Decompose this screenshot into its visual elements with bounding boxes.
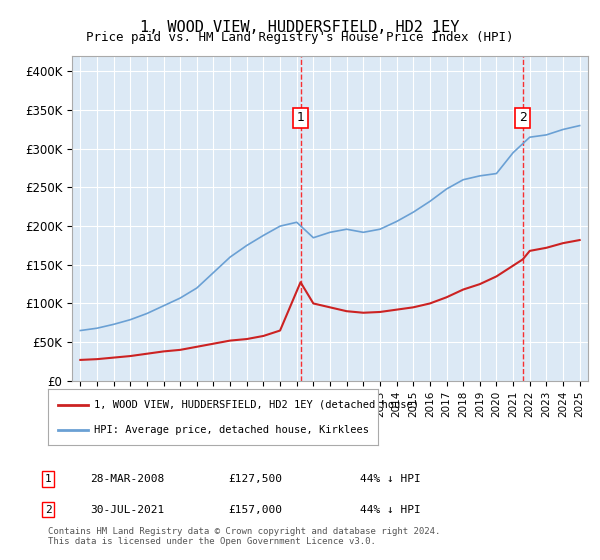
Text: 2: 2: [519, 111, 527, 124]
Text: 1: 1: [44, 474, 52, 484]
Text: £157,000: £157,000: [228, 505, 282, 515]
Text: 2: 2: [44, 505, 52, 515]
Text: 1, WOOD VIEW, HUDDERSFIELD, HD2 1EY (detached house): 1, WOOD VIEW, HUDDERSFIELD, HD2 1EY (det…: [94, 400, 419, 410]
Text: 1: 1: [296, 111, 304, 124]
Text: Price paid vs. HM Land Registry's House Price Index (HPI): Price paid vs. HM Land Registry's House …: [86, 31, 514, 44]
Text: 28-MAR-2008: 28-MAR-2008: [90, 474, 164, 484]
Text: 30-JUL-2021: 30-JUL-2021: [90, 505, 164, 515]
Text: 44% ↓ HPI: 44% ↓ HPI: [360, 474, 421, 484]
Text: HPI: Average price, detached house, Kirklees: HPI: Average price, detached house, Kirk…: [94, 424, 369, 435]
Text: £127,500: £127,500: [228, 474, 282, 484]
Text: 1, WOOD VIEW, HUDDERSFIELD, HD2 1EY: 1, WOOD VIEW, HUDDERSFIELD, HD2 1EY: [140, 20, 460, 35]
Text: 44% ↓ HPI: 44% ↓ HPI: [360, 505, 421, 515]
Text: Contains HM Land Registry data © Crown copyright and database right 2024.
This d: Contains HM Land Registry data © Crown c…: [48, 526, 440, 546]
